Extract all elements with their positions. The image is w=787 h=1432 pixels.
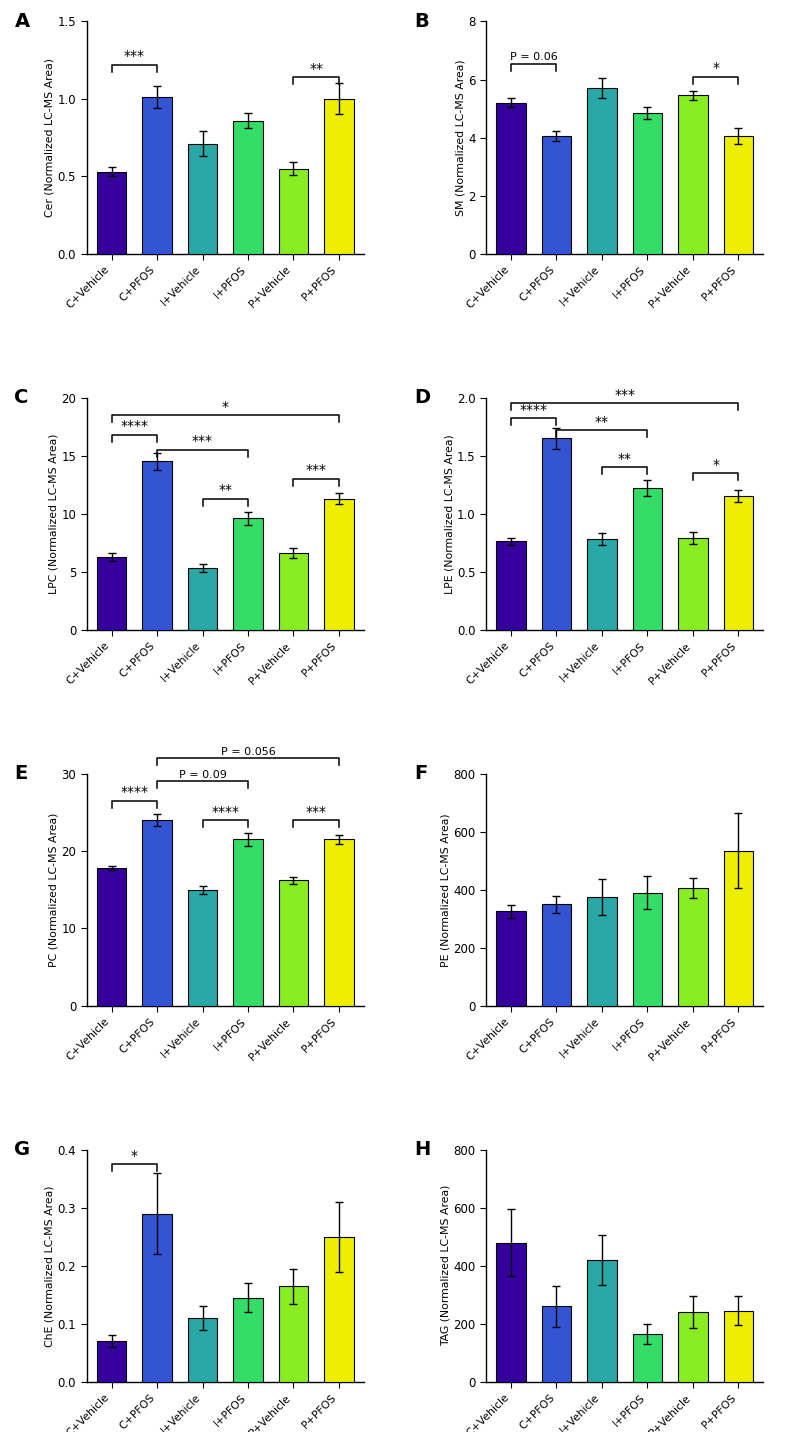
Text: G: G — [14, 1140, 31, 1160]
Text: ***: *** — [614, 388, 635, 402]
Text: C: C — [14, 388, 29, 407]
Bar — [142, 1213, 172, 1382]
Bar — [97, 172, 127, 253]
Text: *: * — [131, 1148, 138, 1163]
Text: P = 0.09: P = 0.09 — [179, 770, 227, 780]
Bar — [188, 1317, 217, 1382]
Text: **: ** — [618, 453, 632, 465]
Bar — [541, 904, 571, 1005]
Bar — [587, 896, 617, 1005]
Bar — [541, 1306, 571, 1382]
Text: ***: *** — [305, 464, 327, 477]
Y-axis label: LPC (Normalized LC-MS Area): LPC (Normalized LC-MS Area) — [49, 434, 58, 594]
Text: ****: **** — [120, 785, 148, 799]
Text: **: ** — [309, 62, 323, 76]
Bar — [587, 89, 617, 253]
Bar — [279, 881, 309, 1005]
Bar — [497, 541, 526, 630]
Bar — [188, 143, 217, 253]
Bar — [723, 1310, 753, 1382]
Bar — [142, 821, 172, 1005]
Text: *: * — [222, 400, 229, 414]
Text: ***: *** — [305, 805, 327, 819]
Bar — [324, 1237, 353, 1382]
Bar — [142, 97, 172, 253]
Text: A: A — [14, 13, 30, 32]
Bar — [233, 1297, 263, 1382]
Bar — [279, 553, 309, 630]
Bar — [279, 1286, 309, 1382]
Text: H: H — [414, 1140, 430, 1160]
Bar — [678, 1312, 708, 1382]
Text: ****: **** — [211, 805, 239, 819]
Text: B: B — [414, 13, 429, 32]
Text: ****: **** — [120, 420, 148, 434]
Text: ***: *** — [124, 50, 145, 63]
Bar — [633, 892, 662, 1005]
Bar — [188, 569, 217, 630]
Bar — [188, 889, 217, 1005]
Y-axis label: PE (Normalized LC-MS Area): PE (Normalized LC-MS Area) — [441, 813, 451, 967]
Y-axis label: TAG (Normalized LC-MS Area): TAG (Normalized LC-MS Area) — [441, 1186, 451, 1346]
Bar — [587, 1260, 617, 1382]
Bar — [97, 868, 127, 1005]
Text: ****: **** — [519, 402, 548, 417]
Bar — [678, 888, 708, 1005]
Bar — [233, 120, 263, 253]
Bar — [233, 839, 263, 1005]
Text: E: E — [14, 765, 28, 783]
Text: D: D — [414, 388, 430, 407]
Text: F: F — [414, 765, 427, 783]
Text: P = 0.06: P = 0.06 — [510, 52, 558, 62]
Bar — [497, 912, 526, 1005]
Bar — [324, 839, 353, 1005]
Bar — [497, 103, 526, 253]
Bar — [678, 538, 708, 630]
Bar — [324, 498, 353, 630]
Y-axis label: Cer (Normalized LC-MS Area): Cer (Normalized LC-MS Area) — [45, 59, 55, 218]
Bar — [541, 438, 571, 630]
Bar — [587, 540, 617, 630]
Bar — [633, 113, 662, 253]
Bar — [633, 488, 662, 630]
Bar — [233, 518, 263, 630]
Bar — [97, 1342, 127, 1382]
Text: **: ** — [595, 415, 609, 428]
Bar — [678, 96, 708, 253]
Text: **: ** — [218, 483, 232, 497]
Bar — [279, 169, 309, 253]
Y-axis label: PC (Normalized LC-MS Area): PC (Normalized LC-MS Area) — [49, 812, 58, 967]
Y-axis label: LPE (Normalized LC-MS Area): LPE (Normalized LC-MS Area) — [444, 434, 454, 593]
Text: P = 0.056: P = 0.056 — [220, 746, 275, 756]
Bar — [723, 851, 753, 1005]
Bar — [633, 1335, 662, 1382]
Y-axis label: ChE (Normalized LC-MS Area): ChE (Normalized LC-MS Area) — [45, 1186, 55, 1346]
Y-axis label: SM (Normalized LC-MS Area): SM (Normalized LC-MS Area) — [456, 59, 465, 216]
Text: ***: *** — [192, 434, 213, 448]
Text: *: * — [712, 458, 719, 471]
Bar — [97, 557, 127, 630]
Bar — [142, 461, 172, 630]
Bar — [541, 136, 571, 253]
Bar — [723, 136, 753, 253]
Text: *: * — [712, 62, 719, 76]
Bar — [723, 497, 753, 630]
Bar — [497, 1243, 526, 1382]
Bar — [324, 99, 353, 253]
